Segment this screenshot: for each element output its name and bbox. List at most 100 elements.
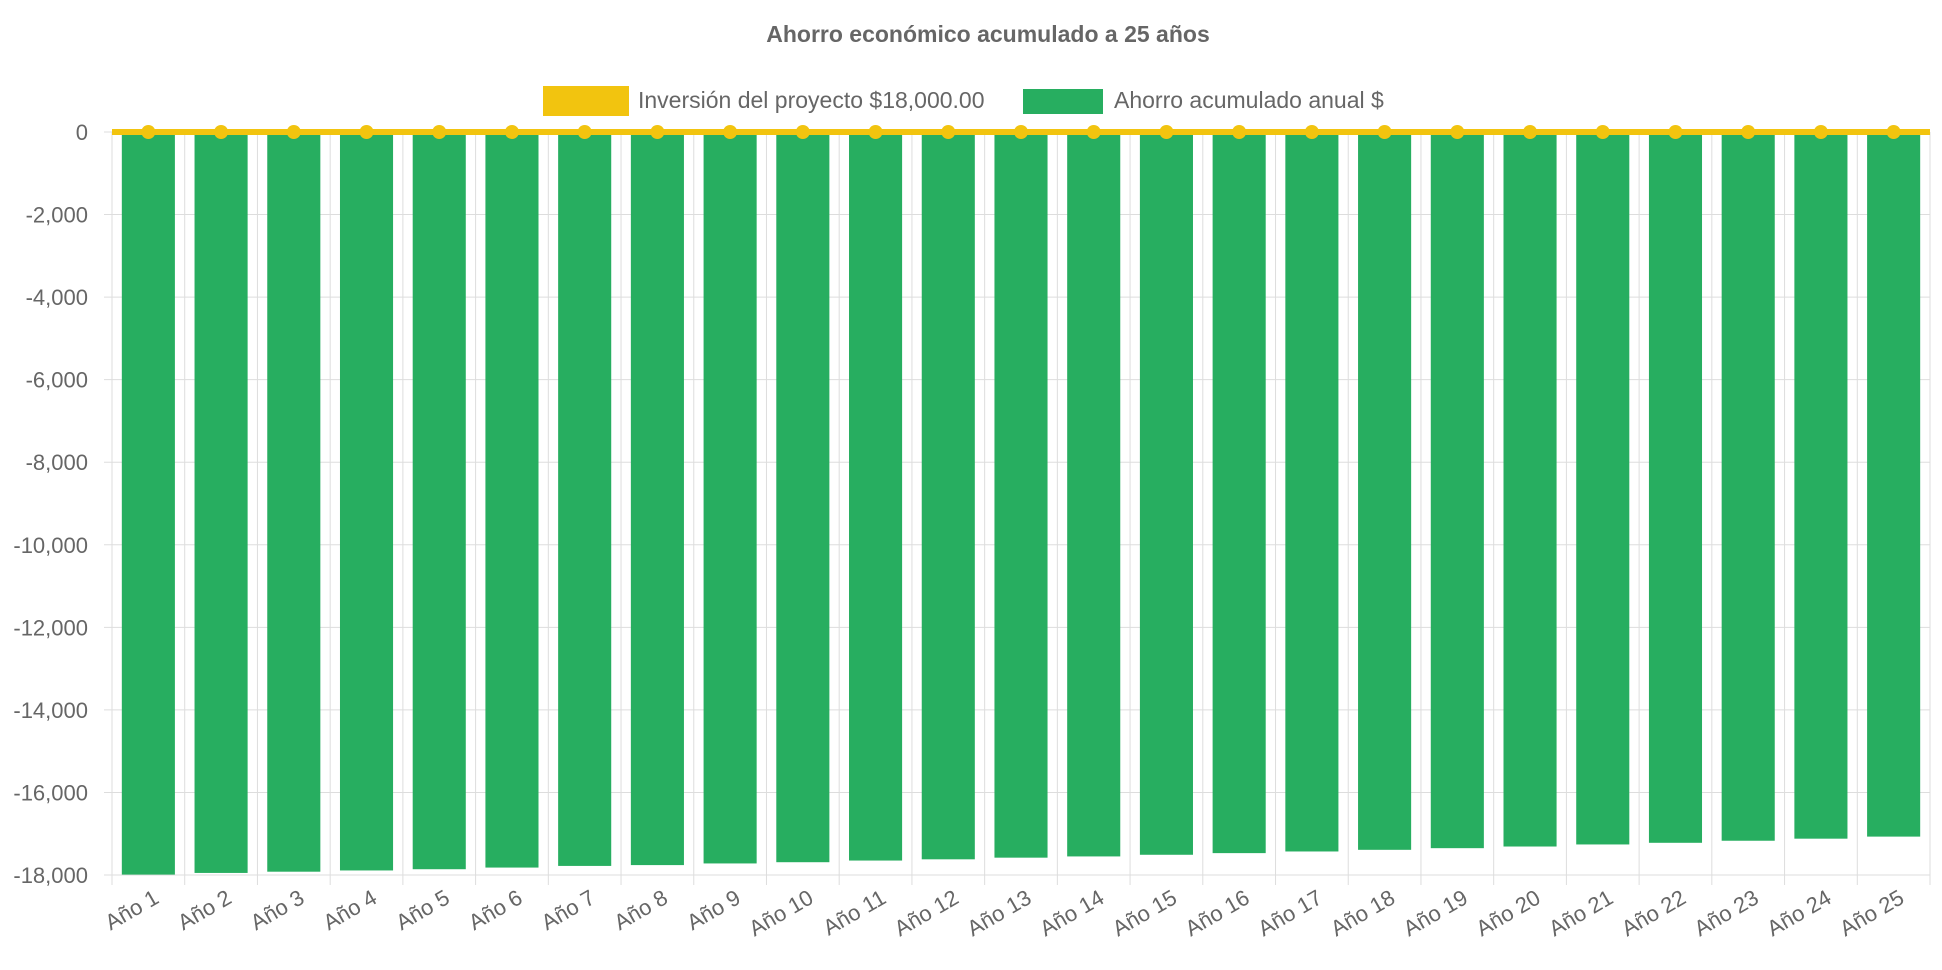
x-tick-label: Año 15 bbox=[1108, 885, 1181, 942]
legend-item-investment[interactable]: Inversión del proyecto $18,000.00 bbox=[543, 86, 985, 116]
x-tick-label: Año 9 bbox=[682, 885, 744, 935]
point-investment[interactable] bbox=[214, 125, 229, 139]
point-investment[interactable] bbox=[795, 125, 810, 139]
bar-series bbox=[121, 132, 1921, 875]
x-tick-label: Año 14 bbox=[1035, 885, 1108, 942]
x-tick-label: Año 17 bbox=[1253, 885, 1326, 942]
x-tick-label: Año 2 bbox=[173, 885, 235, 935]
point-investment[interactable] bbox=[141, 125, 156, 139]
x-tick-label: Año 12 bbox=[890, 885, 963, 942]
point-investment[interactable] bbox=[1886, 125, 1901, 139]
bar-savings[interactable] bbox=[1721, 132, 1775, 841]
bar-savings[interactable] bbox=[1430, 132, 1484, 849]
line-series bbox=[112, 125, 1930, 139]
x-axis: Año 1 Año 2 Año 3 Año 4 Año 5 Año 6 Año 7 Año 8… bbox=[101, 885, 1909, 942]
bar-savings[interactable] bbox=[1285, 132, 1339, 852]
point-investment[interactable] bbox=[359, 125, 374, 139]
bar-savings[interactable] bbox=[1212, 132, 1266, 854]
x-tick-label: Año 24 bbox=[1763, 885, 1836, 942]
x-tick-label: Año 1 bbox=[101, 885, 163, 935]
grid bbox=[104, 131, 1931, 885]
legend-swatch-savings bbox=[1023, 89, 1103, 114]
bar-savings[interactable] bbox=[630, 132, 684, 866]
bar-savings[interactable] bbox=[121, 132, 175, 875]
x-tick-label: Año 19 bbox=[1399, 885, 1472, 942]
x-tick-label: Año 13 bbox=[963, 885, 1036, 942]
legend-item-savings[interactable]: Ahorro acumulado anual $ bbox=[1023, 87, 1384, 114]
bar-savings[interactable] bbox=[1358, 132, 1412, 850]
x-tick-label: Año 21 bbox=[1544, 885, 1617, 942]
point-investment[interactable] bbox=[868, 125, 883, 139]
bar-savings[interactable] bbox=[994, 132, 1048, 858]
point-investment[interactable] bbox=[1668, 125, 1683, 139]
bar-savings[interactable] bbox=[194, 132, 248, 873]
bar-savings[interactable] bbox=[776, 132, 830, 863]
x-tick-label: Año 11 bbox=[819, 885, 890, 941]
bar-savings[interactable] bbox=[921, 132, 975, 860]
legend-label-investment: Inversión del proyecto $18,000.00 bbox=[638, 87, 985, 113]
x-tick-label: Año 7 bbox=[537, 885, 599, 935]
legend: Inversión del proyecto $18,000.00 Ahorro… bbox=[543, 86, 1384, 116]
point-investment[interactable] bbox=[1159, 125, 1174, 139]
bar-savings[interactable] bbox=[1139, 132, 1193, 855]
bar-savings[interactable] bbox=[1867, 132, 1921, 837]
point-investment[interactable] bbox=[1086, 125, 1101, 139]
point-investment[interactable] bbox=[723, 125, 738, 139]
y-tick-label: -14,000 bbox=[13, 698, 88, 723]
bar-savings[interactable] bbox=[1576, 132, 1630, 845]
point-investment[interactable] bbox=[1304, 125, 1319, 139]
bar-savings[interactable] bbox=[1503, 132, 1557, 847]
bar-savings[interactable] bbox=[849, 132, 903, 861]
y-tick-label: -4,000 bbox=[26, 285, 88, 310]
x-tick-label: Año 6 bbox=[464, 885, 526, 935]
x-tick-label: Año 23 bbox=[1690, 885, 1763, 942]
point-investment[interactable] bbox=[1450, 125, 1465, 139]
bar-savings[interactable] bbox=[1794, 132, 1848, 839]
y-tick-label: -18,000 bbox=[13, 863, 88, 888]
bar-savings[interactable] bbox=[1648, 132, 1703, 843]
bar-savings[interactable] bbox=[703, 132, 757, 864]
y-tick-label: -16,000 bbox=[13, 780, 88, 805]
point-investment[interactable] bbox=[1232, 125, 1247, 139]
point-investment[interactable] bbox=[432, 125, 447, 139]
x-tick-label: Año 8 bbox=[610, 885, 672, 935]
bar-savings[interactable] bbox=[339, 132, 394, 871]
bar-savings[interactable] bbox=[485, 132, 539, 868]
point-investment[interactable] bbox=[1523, 125, 1538, 139]
point-investment[interactable] bbox=[1741, 125, 1756, 139]
bar-savings[interactable] bbox=[558, 132, 612, 866]
point-investment[interactable] bbox=[286, 125, 301, 139]
y-tick-label: -10,000 bbox=[13, 533, 88, 558]
x-tick-label: Año 25 bbox=[1835, 885, 1908, 942]
y-tick-label: -2,000 bbox=[26, 203, 88, 228]
x-tick-label: Año 18 bbox=[1326, 885, 1399, 942]
point-investment[interactable] bbox=[1014, 125, 1028, 139]
point-investment[interactable] bbox=[1595, 125, 1610, 139]
point-investment[interactable] bbox=[1813, 125, 1828, 139]
legend-label-savings: Ahorro acumulado anual $ bbox=[1114, 87, 1384, 113]
y-axis: 0 -2,000 -4,000 -6,000 -8,000 -10,000 -12,000 -… bbox=[13, 120, 88, 888]
y-tick-label: -8,000 bbox=[26, 450, 88, 475]
y-tick-label: 0 bbox=[76, 120, 88, 145]
x-tick-label: Año 5 bbox=[391, 885, 453, 935]
chart-title: Ahorro económico acumulado a 25 años bbox=[766, 21, 1210, 47]
point-investment[interactable] bbox=[650, 125, 665, 139]
bar-savings[interactable] bbox=[267, 132, 321, 872]
y-tick-label: -6,000 bbox=[26, 368, 88, 393]
bar-savings[interactable] bbox=[412, 132, 466, 870]
x-tick-label: Año 16 bbox=[1181, 885, 1254, 942]
point-investment[interactable] bbox=[504, 125, 519, 139]
y-tick-label: -12,000 bbox=[13, 615, 88, 640]
x-tick-label: Año 10 bbox=[744, 885, 817, 942]
point-investment[interactable] bbox=[577, 125, 592, 139]
x-tick-label: Año 4 bbox=[319, 885, 381, 935]
point-investment[interactable] bbox=[941, 125, 956, 139]
x-tick-label: Año 3 bbox=[246, 885, 308, 935]
x-tick-label: Año 22 bbox=[1617, 885, 1690, 942]
legend-swatch-investment bbox=[543, 86, 629, 116]
bar-savings[interactable] bbox=[1067, 132, 1121, 857]
point-investment[interactable] bbox=[1377, 125, 1392, 139]
x-tick-label: Año 20 bbox=[1472, 885, 1545, 942]
